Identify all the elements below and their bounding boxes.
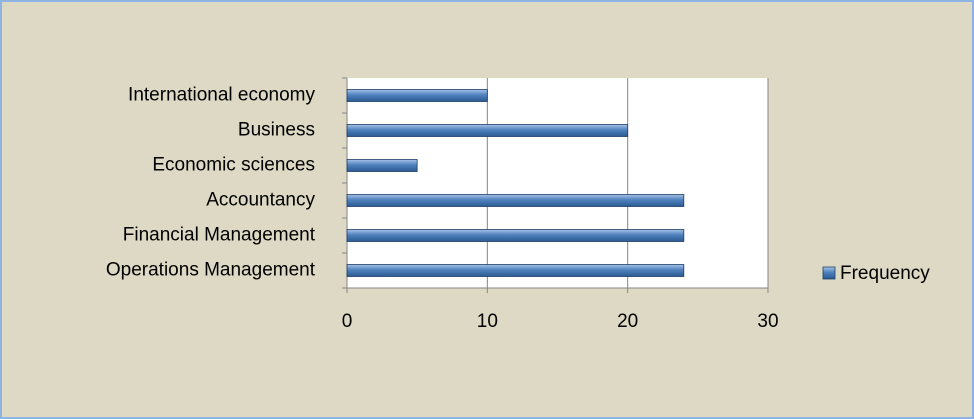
y-tick-label: Business — [238, 120, 315, 141]
legend-swatch — [822, 266, 836, 280]
y-tick-label: Operations Management — [106, 260, 316, 281]
x-tick-label: 20 — [617, 311, 638, 332]
bar — [346, 124, 629, 137]
x-tick-label: 30 — [757, 311, 778, 332]
y-tick-label: International economy — [128, 85, 315, 106]
y-tick-label: Accountancy — [206, 190, 315, 211]
y-tick-label: Financial Management — [123, 225, 316, 246]
x-tick-label: 10 — [477, 311, 498, 332]
y-tick-label: Economic sciences — [152, 155, 315, 176]
bar — [346, 159, 418, 172]
bar — [346, 264, 685, 277]
x-tick-label: 0 — [342, 311, 353, 332]
bar — [346, 194, 685, 207]
bar — [346, 89, 488, 102]
legend-label: Frequency — [840, 263, 930, 284]
plot-area — [347, 78, 768, 288]
bar — [346, 229, 685, 242]
